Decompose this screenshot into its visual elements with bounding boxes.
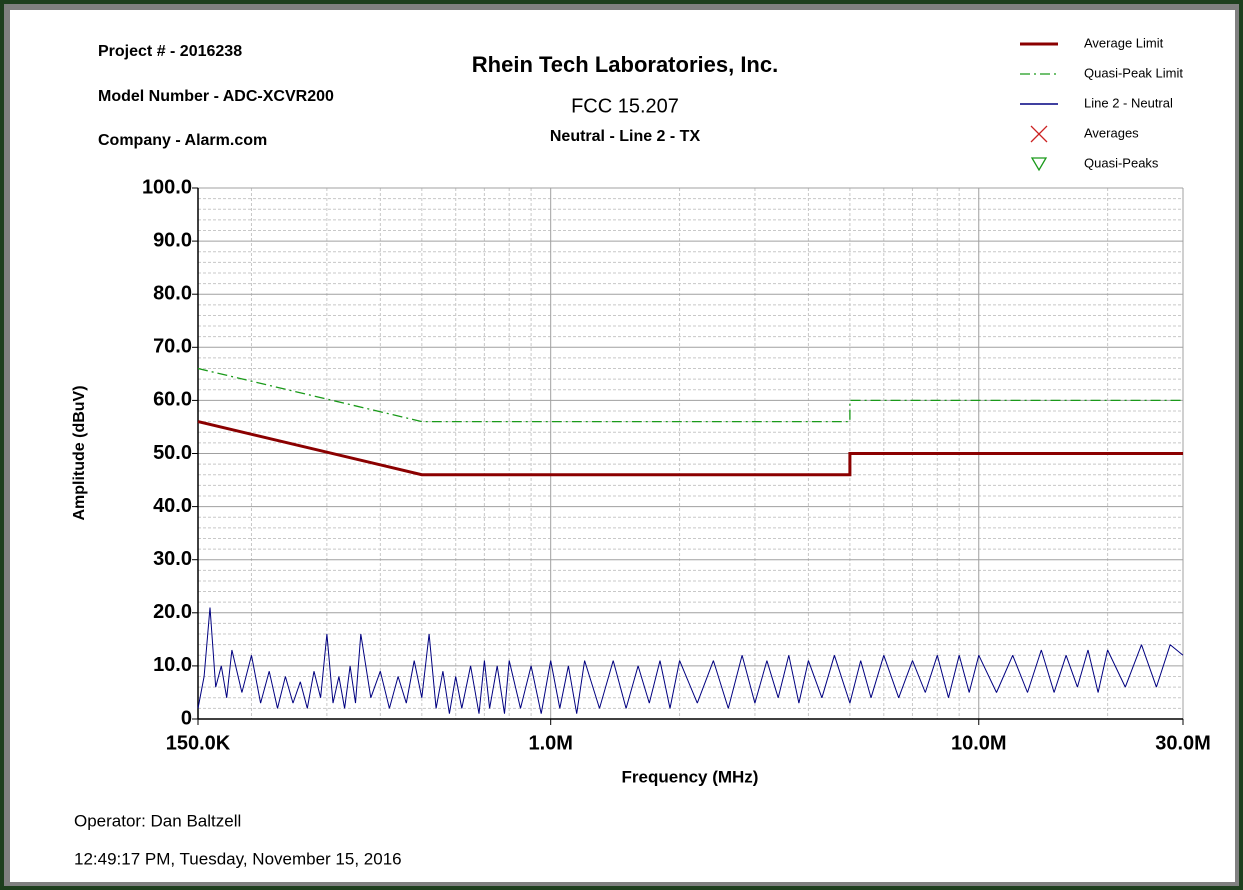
- y-tick-label: 70.0: [153, 336, 192, 358]
- y-tick-label: 100.0: [142, 176, 192, 198]
- timestamp: 12:49:17 PM, Tuesday, November 15, 2016: [74, 849, 402, 868]
- legend-label: Average Limit: [1084, 35, 1164, 50]
- x-tick-label: 30.0M: [1155, 732, 1211, 754]
- chart-title: Rhein Tech Laboratories, Inc.: [472, 52, 778, 77]
- series-line: [197, 420, 1183, 477]
- model-number: Model Number - ADC-XCVR200: [98, 88, 334, 105]
- x-axis-label: Frequency (MHz): [622, 767, 759, 786]
- y-tick-label: 90.0: [153, 229, 192, 251]
- legend-swatch: [1030, 125, 1048, 143]
- legend-item: Quasi-Peaks: [1030, 155, 1159, 172]
- y-tick-label: 30.0: [153, 548, 192, 570]
- chart-subtitle-2: Neutral - Line 2 - TX: [550, 128, 701, 145]
- series-line: [197, 367, 1183, 423]
- legend-item: Line 2 - Neutral: [1020, 95, 1173, 110]
- y-tick-label: 40.0: [153, 495, 192, 517]
- y-axis-label: Amplitude (dBuV): [71, 385, 88, 520]
- legend-item: Quasi-Peak Limit: [1020, 65, 1183, 80]
- operator: Operator: Dan Baltzell: [74, 811, 241, 830]
- series-line: [197, 607, 1184, 714]
- company: Company - Alarm.com: [98, 132, 267, 149]
- y-tick-label: 20.0: [153, 601, 192, 623]
- x-tick-label: 10.0M: [951, 732, 1007, 754]
- legend-item: Averages: [1030, 125, 1139, 143]
- y-tick-label: 60.0: [153, 389, 192, 411]
- project-number: Project # - 2016238: [98, 43, 242, 60]
- y-tick-label: 50.0: [153, 442, 192, 464]
- legend-label: Averages: [1084, 125, 1139, 140]
- legend-label: Line 2 - Neutral: [1084, 95, 1173, 110]
- x-tick-label: 150.0K: [166, 732, 231, 754]
- x-tick-label: 1.0M: [528, 732, 572, 754]
- legend-item: Average Limit: [1020, 35, 1164, 50]
- y-tick-label: 10.0: [153, 654, 192, 676]
- chart-panel: [10, 10, 1235, 882]
- y-tick-label: 80.0: [153, 282, 192, 304]
- y-tick-label: 0: [181, 707, 192, 729]
- legend-swatch: [1030, 157, 1048, 172]
- chart-subtitle: FCC 15.207: [571, 95, 679, 117]
- legend-label: Quasi-Peaks: [1084, 155, 1159, 170]
- legend-label: Quasi-Peak Limit: [1084, 65, 1183, 80]
